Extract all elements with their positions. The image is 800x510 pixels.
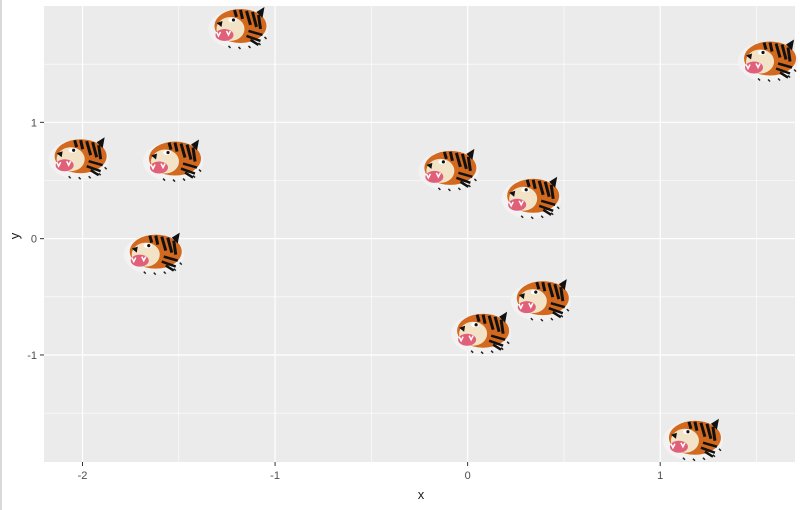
x-tick-label: 0	[465, 470, 471, 482]
axis-ticks: -2 -1 0 1 -1 0 1	[27, 117, 663, 482]
y-tick-label: -1	[27, 350, 37, 362]
x-tick-label: -1	[270, 470, 280, 482]
y-tick-label: 1	[31, 117, 37, 129]
frame-border	[0, 0, 2, 510]
x-axis-title: x	[418, 487, 425, 502]
x-tick-label: -2	[78, 470, 88, 482]
y-axis-title: y	[7, 232, 22, 239]
plot-panel	[44, 6, 795, 462]
y-tick-label: 0	[31, 234, 37, 246]
x-tick-label: 1	[657, 470, 663, 482]
